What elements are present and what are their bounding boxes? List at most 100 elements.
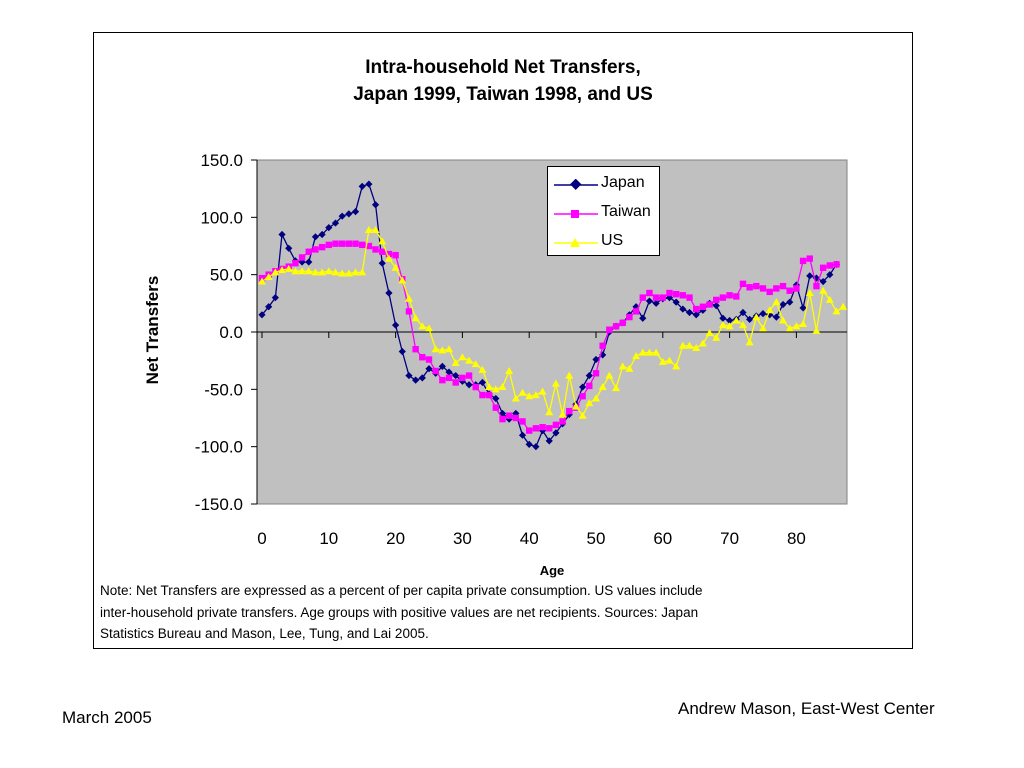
point-taiwan — [646, 289, 653, 297]
point-taiwan — [392, 251, 399, 259]
point-japan — [425, 365, 433, 373]
point-us — [411, 314, 420, 322]
point-japan — [325, 224, 333, 232]
point-us — [498, 383, 507, 391]
point-taiwan — [472, 383, 479, 391]
point-us — [592, 394, 600, 402]
point-japan — [365, 180, 373, 188]
point-us — [678, 341, 687, 349]
point-japan — [285, 244, 293, 252]
note-line2: inter-household private transfers. Age g… — [100, 604, 699, 620]
point-taiwan — [733, 293, 740, 300]
point-taiwan — [305, 248, 312, 255]
legend-label-us: US — [601, 232, 624, 249]
point-japan — [331, 219, 340, 227]
point-japan — [579, 383, 587, 391]
point-japan — [719, 314, 727, 322]
point-taiwan — [793, 285, 800, 292]
point-japan — [639, 314, 647, 322]
point-taiwan — [559, 418, 566, 425]
point-us — [772, 298, 781, 306]
x-tick-label: 30 — [453, 529, 472, 548]
point-japan — [532, 443, 540, 451]
x-tick-label: 20 — [386, 529, 405, 548]
point-us — [264, 272, 273, 280]
point-japan — [819, 277, 827, 286]
point-japan — [371, 201, 380, 209]
point-us — [518, 388, 527, 396]
point-taiwan — [786, 287, 793, 294]
point-taiwan — [826, 262, 833, 269]
point-us — [652, 348, 661, 356]
point-taiwan — [753, 282, 760, 290]
point-japan — [699, 306, 707, 314]
point-us — [725, 322, 734, 330]
point-us — [638, 348, 647, 356]
point-japan — [345, 210, 353, 218]
point-japan — [746, 315, 754, 323]
point-japan — [405, 371, 413, 380]
point-us — [578, 411, 587, 419]
point-taiwan — [552, 421, 560, 429]
point-taiwan — [412, 346, 419, 353]
footer-date: March 2005 — [62, 708, 152, 727]
point-japan — [458, 377, 466, 385]
point-japan — [418, 374, 426, 382]
point-us — [358, 268, 367, 276]
y-tick-label: 150.0 — [200, 151, 243, 170]
point-japan — [445, 368, 453, 376]
point-japan — [305, 258, 313, 266]
point-us — [752, 313, 761, 321]
point-us — [625, 364, 634, 372]
legend-label-japan: Japan — [601, 174, 645, 191]
x-tick-label: 0 — [257, 529, 266, 548]
point-us — [324, 267, 333, 275]
point-japan — [378, 259, 386, 267]
point-japan — [358, 182, 366, 190]
point-japan — [585, 371, 593, 380]
point-japan — [645, 297, 654, 305]
point-us — [298, 267, 307, 275]
point-taiwan — [766, 288, 773, 296]
point-taiwan — [719, 294, 727, 301]
point-taiwan — [652, 294, 660, 301]
point-taiwan — [405, 308, 413, 315]
point-us — [698, 339, 707, 347]
point-us — [384, 254, 393, 262]
point-taiwan — [512, 414, 520, 422]
point-japan — [412, 376, 420, 384]
point-japan — [692, 311, 700, 319]
point-us — [371, 225, 380, 233]
legend-item-us: US — [554, 228, 659, 256]
point-taiwan — [599, 342, 606, 349]
note-line1: Note: Net Transfers are expressed as a p… — [100, 583, 703, 598]
point-taiwan — [672, 290, 680, 298]
point-japan — [278, 230, 286, 239]
point-japan — [518, 431, 527, 439]
point-taiwan — [419, 354, 426, 361]
y-tick-label: 50.0 — [210, 266, 243, 285]
y-tick-label: -150.0 — [195, 495, 243, 514]
point-us — [378, 237, 387, 245]
point-japan — [799, 304, 807, 312]
point-us — [278, 266, 287, 274]
point-us — [832, 307, 841, 315]
point-taiwan — [813, 282, 820, 290]
point-us — [792, 322, 801, 330]
point-taiwan — [779, 282, 787, 290]
point-taiwan — [325, 241, 332, 249]
point-japan — [318, 230, 326, 239]
point-japan — [465, 381, 473, 389]
point-taiwan — [566, 407, 573, 415]
point-japan — [398, 347, 406, 356]
point-taiwan — [773, 285, 780, 292]
point-taiwan — [546, 425, 553, 432]
point-us — [658, 357, 667, 365]
series-layer — [258, 180, 848, 451]
legend-item-japan: Japan — [554, 170, 659, 198]
point-taiwan — [799, 257, 807, 265]
point-us — [799, 319, 808, 327]
point-taiwan — [639, 294, 646, 301]
point-taiwan — [479, 391, 486, 399]
